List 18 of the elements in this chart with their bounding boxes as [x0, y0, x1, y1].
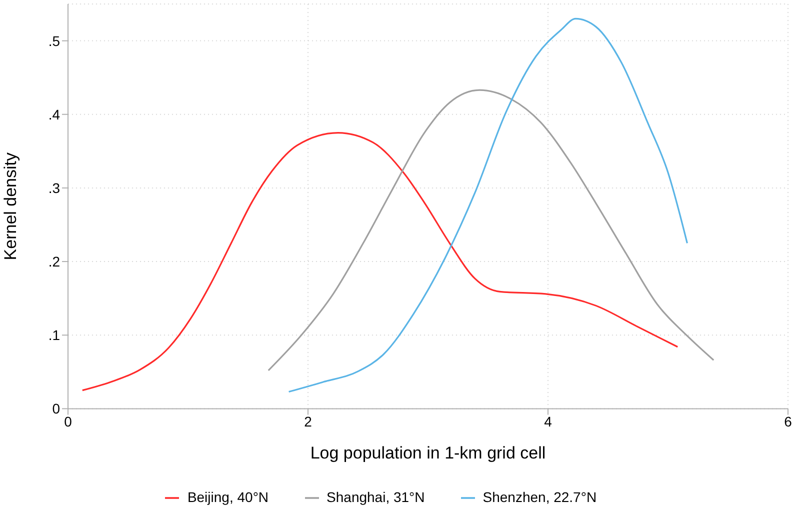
y-tick-label: .4	[48, 106, 60, 122]
legend-label: Shenzhen, 22.7°N	[482, 488, 597, 505]
line-series	[268, 89, 714, 372]
y-tick-label: .1	[48, 327, 60, 344]
x-tick-label: 6	[784, 414, 792, 430]
x-tick-label: 4	[544, 414, 552, 430]
x-tick-label: 0	[64, 414, 72, 430]
y-tick-label: 0	[52, 400, 60, 417]
line-series	[288, 18, 688, 393]
legend-label: Shanghai, 31°N	[326, 488, 425, 505]
legend-label: Beijing, 40°N	[187, 488, 269, 505]
y-tick-label: .5	[48, 32, 60, 49]
line-series	[82, 132, 678, 392]
y-axis-title: Kernel density	[1, 152, 20, 260]
y-tick-label: .2	[48, 254, 60, 270]
x-axis-title: Log population in 1-km grid cell	[310, 444, 546, 463]
x-tick-label: 2	[304, 414, 312, 430]
y-tick-label: .3	[48, 180, 60, 196]
